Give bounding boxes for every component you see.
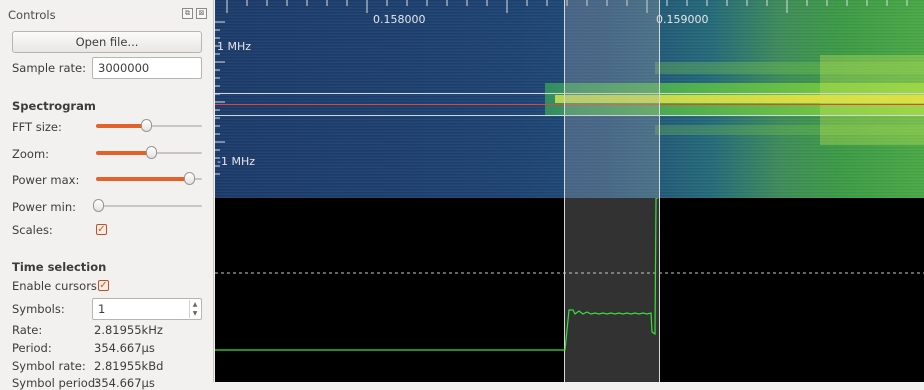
close-icon[interactable]: ⊠ (196, 8, 207, 19)
time-ruler (226, 0, 908, 13)
spectrogram-heading: Spectrogram (12, 99, 96, 113)
power-max-label: Power max: (12, 173, 80, 187)
panel-title: Controls (8, 8, 56, 22)
scales-label: Scales: (12, 223, 53, 237)
slider-handle[interactable] (146, 146, 158, 159)
float-icon[interactable]: ⧉ (182, 8, 193, 19)
slider-fill (96, 151, 152, 155)
waveform-plot (215, 198, 924, 351)
period-value: 354.667µs (94, 341, 155, 355)
symbols-spinbox[interactable]: 1 ▲ ▼ (92, 298, 202, 320)
slider-fill (96, 177, 190, 181)
freq-axis (215, 21, 225, 175)
scales-checkbox[interactable]: ✓ (96, 224, 107, 235)
symbols-label: Symbols: (12, 302, 65, 316)
spectrogram[interactable] (215, 0, 924, 198)
enable-cursors-checkbox[interactable]: ✓ (98, 280, 109, 291)
zoom-slider[interactable] (96, 146, 202, 160)
center-frequency-line (215, 104, 924, 105)
sample-rate-label: Sample rate: (12, 61, 87, 75)
panel-title-buttons: ⧉ ⊠ (182, 8, 207, 19)
symbol-rate-label: Symbol rate: (12, 359, 86, 373)
sample-rate-input[interactable]: 3000000 (92, 57, 202, 79)
signal-band-top (655, 62, 924, 74)
symbol-rate-value: 2.81955kBd (94, 359, 164, 373)
power-min-label: Power min: (12, 200, 76, 214)
power-max-slider[interactable] (96, 172, 202, 186)
fft-size-label: FFT size: (12, 120, 62, 134)
signal-trace (215, 198, 658, 351)
symbol-period-value: 354.667µs (94, 376, 155, 390)
zoom-label: Zoom: (12, 147, 50, 161)
plot-area[interactable]: 0.158000 0.159000 1 MHz -1 MHz (215, 0, 924, 382)
symbols-value: 1 (98, 302, 106, 316)
cursor-right[interactable] (659, 0, 660, 382)
freq-label-bottom: -1 MHz (217, 155, 256, 168)
period-label: Period: (12, 341, 52, 355)
freq-marker-upper (215, 93, 924, 94)
signal-band-core (555, 95, 924, 103)
symbol-period-label: Symbol period: (12, 376, 100, 390)
slider-handle[interactable] (184, 172, 196, 185)
fft-size-slider[interactable] (96, 119, 202, 133)
open-file-button[interactable]: Open file... (12, 31, 202, 53)
time-selection-heading: Time selection (12, 260, 107, 274)
controls-panel: Controls ⧉ ⊠ Open file... Sample rate: 3… (0, 0, 214, 390)
signal-band-bottom (655, 125, 924, 135)
slider-handle[interactable] (140, 119, 152, 132)
time-label-1: 0.158000 (373, 13, 426, 26)
time-label-2: 0.159000 (656, 13, 709, 26)
rate-label: Rate: (12, 323, 43, 337)
time-selection-region[interactable] (564, 0, 659, 382)
slider-fill (96, 124, 146, 128)
freq-label-top: 1 MHz (217, 40, 252, 53)
signal-burst (820, 55, 924, 145)
rate-value: 2.81955kHz (94, 323, 163, 337)
spin-arrows-icon[interactable]: ▲ ▼ (189, 300, 200, 318)
enable-cursors-label: Enable cursors: (12, 279, 101, 293)
slider-handle[interactable] (93, 199, 105, 212)
cursor-left[interactable] (564, 0, 565, 382)
freq-marker-lower (215, 115, 924, 116)
power-min-slider[interactable] (93, 199, 202, 213)
